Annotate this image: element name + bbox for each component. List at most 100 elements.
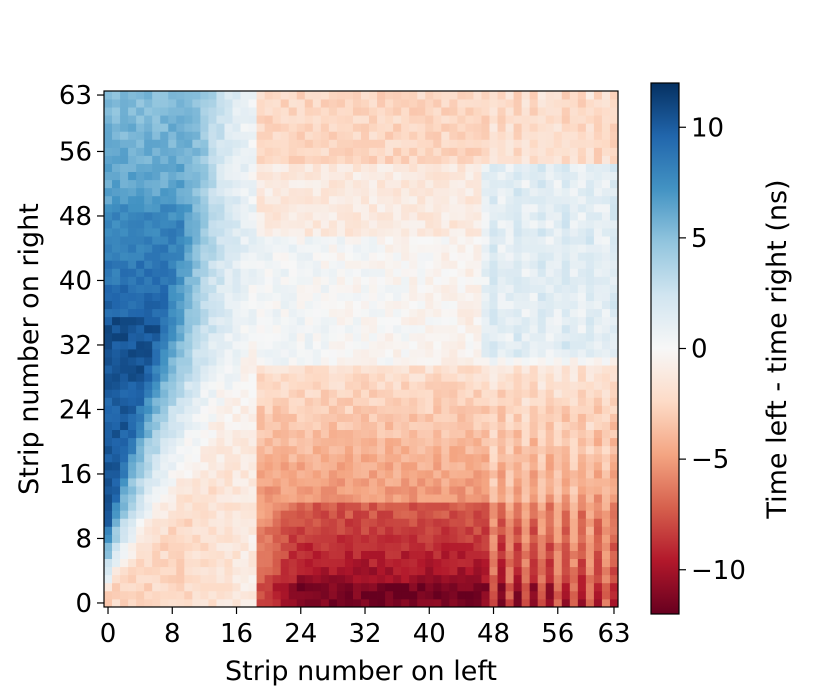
heatmap-cell [216,526,225,535]
heatmap-cell [176,534,185,543]
heatmap-cell [385,437,394,447]
heatmap-cell [425,260,434,269]
heatmap-cell [152,179,161,189]
heatmap-cell [513,421,523,431]
heatmap-cell [377,179,386,189]
heatmap-cell [280,324,290,334]
heatmap-cell [104,550,113,560]
heatmap-cell [377,187,386,197]
heatmap-cell [417,534,426,543]
heatmap-cell [176,171,185,181]
heatmap-cell [585,244,595,253]
heatmap-cell [104,590,113,600]
heatmap-cell [112,461,121,471]
heatmap-cell [280,445,290,455]
heatmap-cell [553,236,563,245]
heatmap-cell [312,284,322,293]
heatmap-cell [240,421,249,431]
heatmap-cell [553,469,563,479]
heatmap-cell [352,252,362,261]
heatmap-cell [465,107,474,116]
heatmap-cell [248,397,257,406]
heatmap-cell [200,123,209,132]
heatmap-cell [553,405,563,414]
heatmap-cell [489,413,498,422]
heatmap-cell [521,276,531,285]
heatmap-cell [457,397,466,406]
heatmap-cell [577,179,587,189]
heatmap-cell [168,163,177,173]
heatmap-cell [312,397,322,406]
heatmap-cell [272,324,282,334]
heatmap-cell [168,381,177,390]
heatmap-cell [288,123,298,132]
heatmap-cell [200,365,209,374]
heatmap-cell [136,405,145,414]
heatmap-cell [120,429,129,439]
heatmap-cell [553,373,563,382]
heatmap-cell [369,405,378,414]
heatmap-cell [288,284,298,293]
heatmap-cell [505,187,514,197]
heatmap-cell [240,244,249,253]
heatmap-cell [352,486,362,495]
heatmap-cell [320,115,330,124]
heatmap-cell [545,147,555,156]
heatmap-cell [256,171,266,181]
heatmap-cell [216,373,225,382]
heatmap-cell [441,453,450,463]
heatmap-cell [473,486,482,495]
heatmap-cell [601,252,611,261]
heatmap-cell [280,469,290,479]
heatmap-cell [537,598,547,608]
heatmap-cell [601,413,611,422]
heatmap-cell [561,99,571,108]
heatmap-cell [232,349,241,358]
heatmap-cell [264,147,274,156]
heatmap-cell [385,381,394,390]
heatmap-cell [344,244,354,253]
heatmap-cell [200,445,209,455]
heatmap-cell [497,574,506,584]
heatmap-cell [417,453,426,463]
heatmap-cell [449,518,458,527]
heatmap-cell [577,252,587,261]
heatmap-cell [144,252,153,261]
heatmap-cell [377,574,386,584]
heatmap-cell [272,510,282,519]
heatmap-cell [192,453,201,463]
heatmap-cell [577,268,587,277]
heatmap-cell [609,437,619,447]
y-tick-label: 56 [59,137,92,167]
heatmap-cell [385,469,394,479]
heatmap-cell [457,437,466,447]
heatmap-cell [489,373,498,382]
heatmap-cell [328,91,338,100]
heatmap-cell [385,332,394,342]
heatmap-cell [441,510,450,519]
heatmap-cell [601,171,611,181]
heatmap-cell [240,324,249,334]
heatmap-cell [208,187,217,197]
heatmap-cell [385,236,394,245]
heatmap-cell [232,211,241,221]
heatmap-cell [208,502,217,511]
heatmap-cell [521,147,531,156]
heatmap-cell [417,373,426,382]
heatmap-cell [393,461,402,471]
heatmap-cell [593,292,603,302]
heatmap-cell [361,542,370,551]
heatmap-cell [224,187,233,197]
heatmap-cell [569,550,579,560]
heatmap-cell [256,526,266,535]
heatmap-cell [200,211,209,221]
heatmap-cell [505,453,514,463]
heatmap-cell [136,486,145,495]
heatmap-cell [288,478,298,487]
heatmap-cell [537,220,547,229]
heatmap-cell [264,123,274,132]
heatmap-cell [144,469,153,479]
heatmap-cell [296,284,306,293]
heatmap-cell [128,437,137,447]
heatmap-cell [288,526,298,535]
